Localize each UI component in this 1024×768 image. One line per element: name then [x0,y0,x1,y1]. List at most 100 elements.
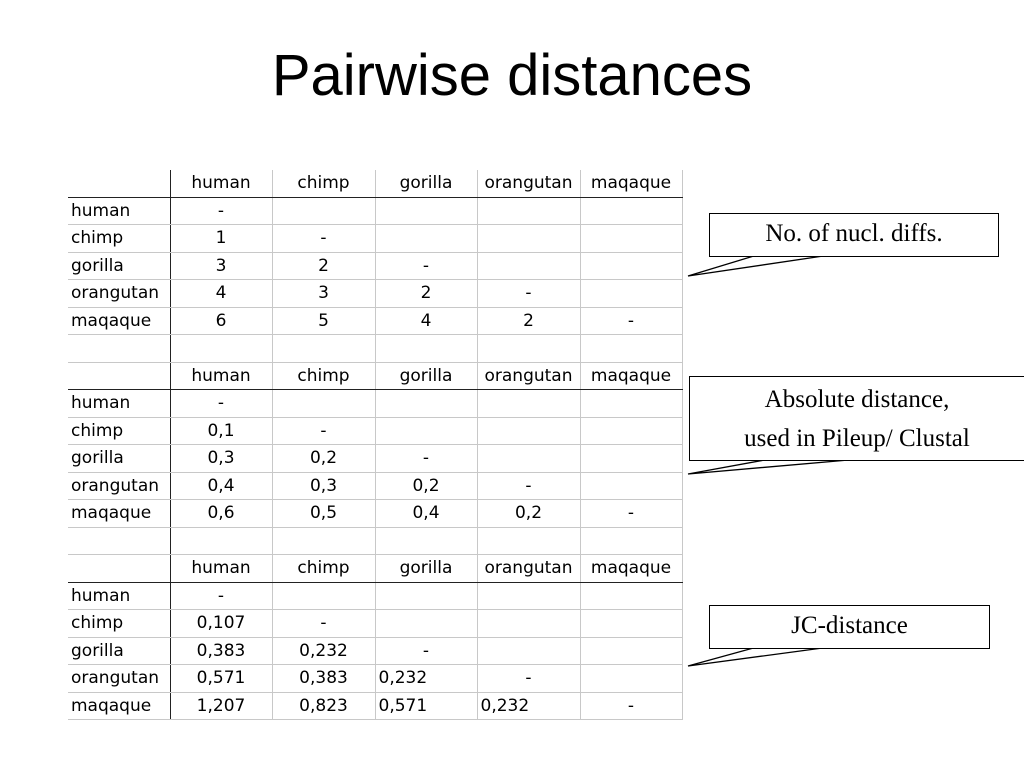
column-header: chimp [272,170,376,198]
data-cell [477,197,581,225]
data-cell: - [580,692,683,720]
empty-cell [477,527,581,555]
data-cell [477,389,581,418]
empty-cell [68,527,171,555]
data-cell [477,224,581,253]
callout-absolute-line1: Absolute distance, [764,386,950,413]
data-cell: 0,571 [375,692,478,720]
data-cell: - [272,609,376,638]
data-cell: 0,383 [272,664,376,693]
header-row: human chimp gorilla orangutan maqaque [68,362,683,390]
data-cell [375,224,478,253]
header-row: human chimp gorilla orangutan maqaque [68,170,683,198]
row-label: orangutan [68,664,171,693]
slide-title: Pairwise distances [271,43,753,108]
table-row: human - [68,197,683,225]
column-header: orangutan [477,362,581,390]
row-label: orangutan [68,279,171,308]
data-cell [375,609,478,638]
data-cell [580,389,683,418]
data-cell [477,417,581,445]
data-cell: 0,3 [272,472,376,500]
data-cell [477,252,581,280]
data-cell [580,637,683,665]
data-cell: 3 [170,252,273,280]
data-cell: 0,232 [477,692,581,720]
row-label: orangutan [68,472,171,500]
data-cell [580,664,683,693]
data-cell: 4 [375,307,478,335]
data-cell [272,582,376,610]
callout-absolute-distance: Absolute distance, used in Pileup/ Clust… [689,376,1024,461]
data-cell: 2 [375,279,478,308]
table-row: maqaque 1,207 0,823 0,571 0,232- [68,692,683,720]
data-cell: 0,3 [170,444,273,473]
data-cell [580,252,683,280]
column-header: gorilla [375,170,478,198]
data-cell: - [170,389,273,418]
data-cell [375,417,478,445]
data-cell [375,582,478,610]
data-cell: 0,5 [272,499,376,528]
spacer-row [68,334,683,363]
data-cell: 0,232 [375,664,478,693]
table-row: orangutan 0,4 0,3 0,2- [68,472,683,500]
callout-absolute-line2: used in Pileup/ Clustal [744,425,970,452]
spacer-row [68,527,683,555]
data-cell: 0,2 [272,444,376,473]
data-cell: - [477,279,581,308]
data-cell: 0,4 [375,499,478,528]
empty-cell [580,527,683,555]
empty-cell [375,527,478,555]
data-cell: 6 [170,307,273,335]
empty-cell [170,527,273,555]
row-label: gorilla [68,444,171,473]
data-cell: 2 [272,252,376,280]
table-row: gorilla 0,3 0,2- [68,444,683,473]
empty-cell [68,334,171,363]
row-label: chimp [68,224,171,253]
data-cell [580,609,683,638]
header-row: human chimp gorilla orangutan maqaque [68,554,683,583]
empty-cell [272,527,376,555]
data-cell [375,389,478,418]
data-cell: - [580,499,683,528]
table-row: chimp 0,107- [68,609,683,638]
callout-tail-absolute [687,458,861,475]
data-cell: 5 [272,307,376,335]
data-cell: 0,823 [272,692,376,720]
row-label: maqaque [68,499,171,528]
empty-cell [272,334,376,363]
data-cell: 0,571 [170,664,273,693]
data-cell: - [477,472,581,500]
data-cell: - [272,224,376,253]
empty-cell [170,334,273,363]
data-cell: - [170,197,273,225]
column-header: gorilla [375,554,478,583]
data-cell [477,637,581,665]
row-label: human [68,582,171,610]
table-row: orangutan 0,571 0,383 0,232- [68,664,683,693]
row-label: human [68,197,171,225]
data-cell [580,279,683,308]
data-cell: 0,2 [375,472,478,500]
empty-cell [375,334,478,363]
data-cell: - [272,417,376,445]
table-row: chimp 0,1- [68,417,683,445]
column-header: maqaque [580,170,683,198]
data-cell [477,444,581,473]
table-row: human - [68,389,683,418]
data-cell: 0,2 [477,499,581,528]
callout-tail-nucl [687,254,831,277]
row-label: gorilla [68,252,171,280]
empty-cell [477,334,581,363]
row-label: human [68,389,171,418]
data-cell: 4 [170,279,273,308]
data-cell: 3 [272,279,376,308]
data-cell: - [580,307,683,335]
data-cell [375,197,478,225]
data-cell [477,609,581,638]
table-row: maqaque 0,6 0,5 0,4 0,2- [68,499,683,528]
row-label: chimp [68,417,171,445]
column-header: human [170,362,273,390]
